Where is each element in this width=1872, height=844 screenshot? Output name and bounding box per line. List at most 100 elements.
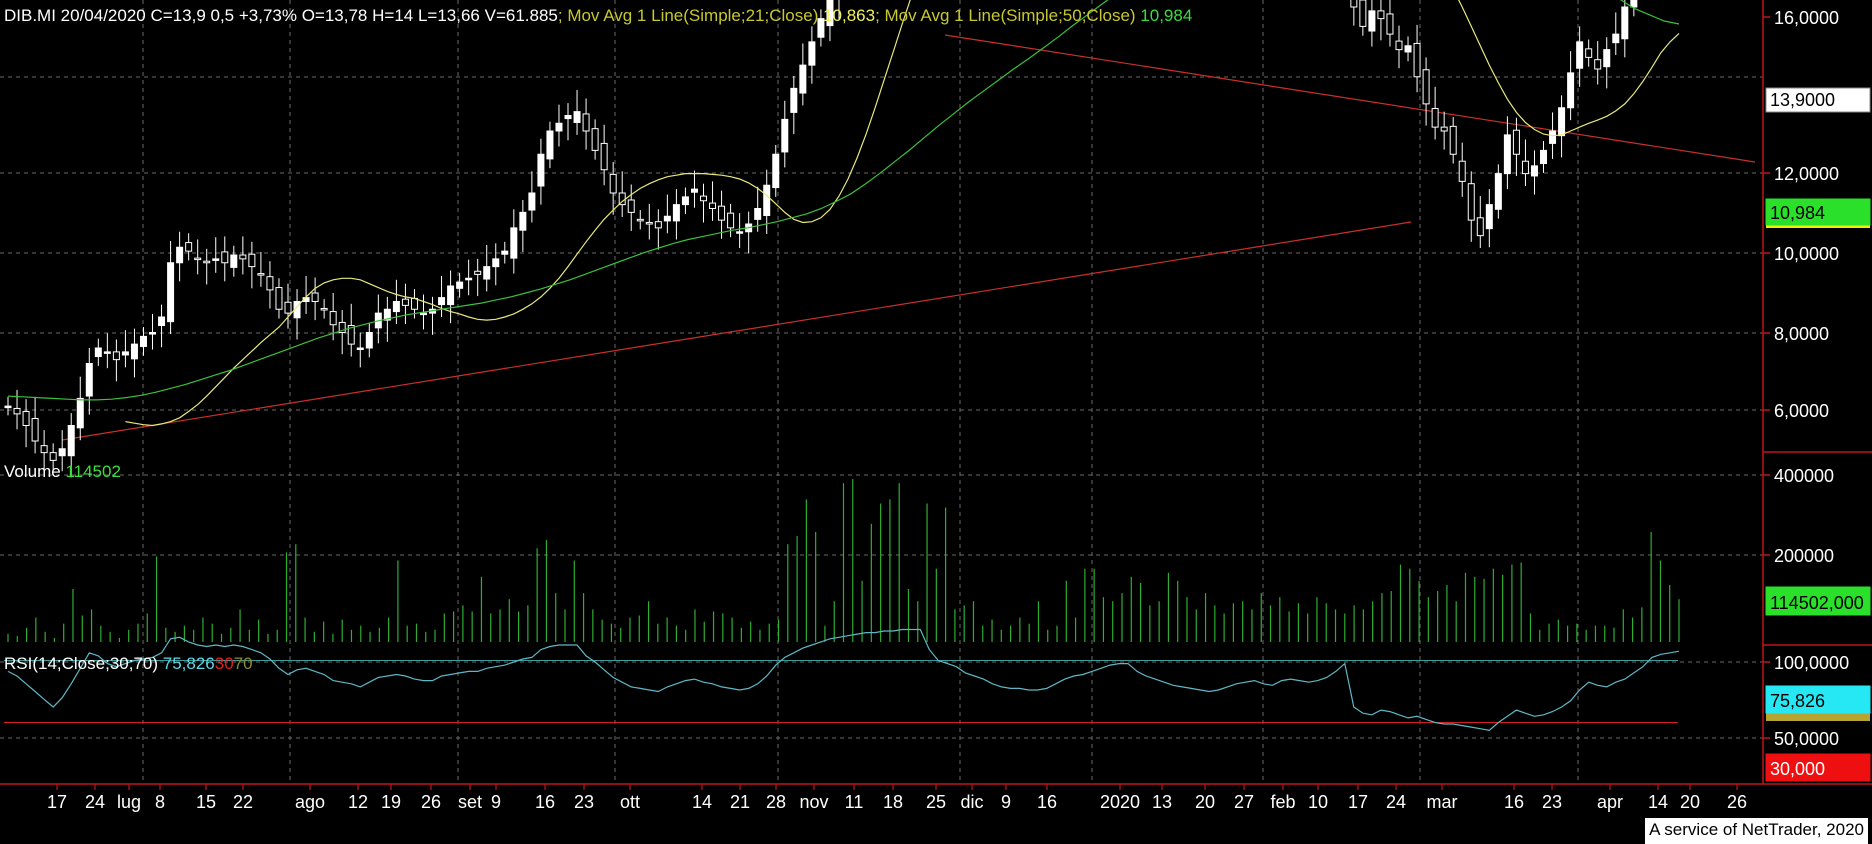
volume-value: 114502	[65, 462, 121, 481]
candle-body-18	[167, 262, 175, 323]
ma50-label: ; Mov Avg 1 Line(Simple;50;Close)	[875, 6, 1141, 25]
ma50-line	[7, 0, 1680, 401]
candle-body-8	[76, 397, 84, 429]
value-tags: 13,9000 10,984 114502,000 75,826 30,000	[1765, 87, 1871, 782]
x-tick-label-2: lug	[117, 792, 141, 812]
candle-body-0	[4, 405, 12, 409]
x-tick-label-27: 20	[1195, 792, 1215, 812]
x-tick-label-22: dic	[960, 792, 983, 812]
rsi-70-hidden-tag	[1766, 711, 1870, 721]
candle-body-160	[1449, 125, 1457, 155]
candle-body-36	[329, 311, 337, 326]
candle-body-63	[573, 111, 581, 123]
ohlc-text: DIB.MI 20/04/2020 C=13,9 0,5 +3,73% O=13…	[4, 6, 558, 25]
price-tick-label-3: 8,0000	[1774, 324, 1829, 344]
candle-body-3	[31, 418, 39, 442]
candle-body-1	[13, 407, 21, 415]
candle-body-64	[582, 113, 590, 132]
price-tick-label-2: 10,0000	[1774, 244, 1839, 264]
ma50-tag-box	[1765, 198, 1871, 226]
candle-body-151	[1368, 10, 1376, 32]
x-tick-label-9: 26	[421, 792, 441, 812]
candle-body-19	[176, 246, 184, 264]
candle-body-44	[401, 298, 409, 306]
candle-body-5	[49, 452, 57, 461]
candle-body-156	[1413, 42, 1421, 78]
candle-body-6	[58, 448, 66, 457]
candle-body-69	[627, 199, 635, 213]
candle-body-178	[1612, 33, 1620, 44]
x-tick-label-18: nov	[799, 792, 828, 812]
rsi-high: 70	[233, 654, 253, 673]
candle-body-158	[1431, 108, 1439, 128]
candle-body-79	[718, 205, 726, 221]
candle-body-162	[1467, 183, 1475, 221]
candle-body-71	[645, 221, 653, 225]
x-tick-label-34: 16	[1504, 792, 1524, 812]
price-tick-label-4: 6,0000	[1774, 401, 1829, 421]
candle-body-45	[410, 297, 418, 310]
candle-body-166	[1503, 134, 1511, 175]
candle-body-50	[456, 281, 464, 289]
x-tick-label-0: 17	[47, 792, 67, 812]
resistance-trendline	[944, 34, 1756, 163]
candle-body-35	[320, 307, 328, 311]
candle-body-177	[1603, 49, 1611, 68]
candle-body-75	[681, 196, 689, 206]
candle-body-40	[365, 332, 373, 349]
candle-body-2	[22, 411, 30, 426]
x-tick-label-15: 14	[692, 792, 712, 812]
x-tick-label-17: 28	[766, 792, 786, 812]
candle-body-57	[519, 211, 527, 231]
candle-body-34	[311, 292, 319, 303]
candle-body-48	[438, 297, 446, 306]
footer-credit: A service of NetTrader, 2020	[1645, 818, 1868, 844]
candle-body-74	[672, 204, 680, 222]
rsi-tick-label-1: 50,0000	[1774, 729, 1839, 749]
candle-body-30	[275, 287, 283, 310]
candle-body-27	[248, 253, 256, 268]
candle-body-80	[727, 212, 735, 229]
x-tick-label-39: 26	[1727, 792, 1747, 812]
rsi-line	[7, 628, 1680, 731]
candle-body-168	[1521, 160, 1529, 175]
volume-label: Volume	[4, 462, 66, 481]
ma21-label: ; Mov Avg 1 Line(Simple;21;Close)	[557, 6, 824, 25]
candle-body-25	[230, 254, 238, 268]
rsi-last-tag-text: 75,826	[1770, 691, 1825, 711]
candle-body-167	[1512, 129, 1520, 155]
x-tick-label-8: 19	[381, 792, 401, 812]
x-tick-label-36: apr	[1597, 792, 1623, 812]
price-tick-label-1: 12,0000	[1774, 164, 1839, 184]
candle-body-78	[709, 202, 717, 209]
x-tick-label-4: 15	[196, 792, 216, 812]
candle-body-85	[772, 153, 780, 189]
ma21-line	[125, 0, 1680, 427]
candle-body-10	[94, 347, 102, 358]
candle-body-9	[85, 363, 93, 397]
last-price-tag-text: 13,9000	[1770, 90, 1835, 110]
candle-body-26	[239, 254, 247, 260]
candle-body-11	[103, 351, 111, 354]
price-tick-label-0: 16,0000	[1774, 8, 1839, 28]
candle-body-15	[139, 335, 147, 347]
candle-body-81	[736, 231, 744, 234]
candle-body-157	[1422, 69, 1430, 105]
candle-body-60	[546, 130, 554, 160]
price-candles	[4, 0, 1638, 478]
x-tick-label-33: mar	[1427, 792, 1458, 812]
candle-body-17	[158, 316, 166, 327]
candle-body-38	[347, 325, 355, 345]
rsi-last-tag-box	[1765, 685, 1871, 714]
candle-body-90	[817, 18, 825, 38]
candle-body-150	[1359, 0, 1367, 27]
candle-body-83	[754, 208, 762, 220]
candle-body-31	[284, 301, 292, 314]
x-tick-label-20: 18	[883, 792, 903, 812]
tick-labels: 16,0000 12,0000 10,0000 8,0000 6,0000 400000 2…	[47, 8, 1849, 812]
candle-body-171	[1549, 130, 1557, 144]
x-tick-label-37: 14	[1648, 792, 1668, 812]
ma50-value: 10,984	[1140, 6, 1193, 25]
